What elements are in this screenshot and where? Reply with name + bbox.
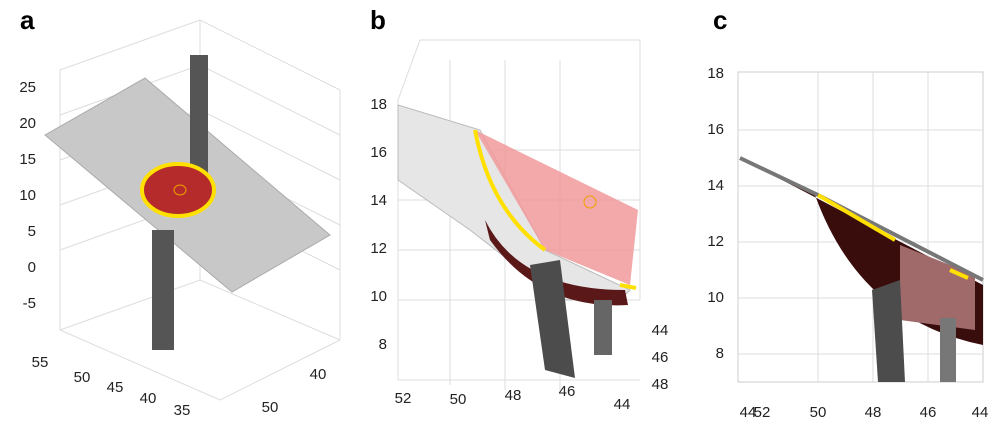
panel-label: b bbox=[370, 5, 386, 35]
panel-label: c bbox=[713, 5, 727, 35]
vertical-tick-label: 16 bbox=[707, 121, 724, 138]
panel-b-graphics bbox=[398, 40, 640, 390]
bottom-tick-label: 52 bbox=[395, 390, 412, 407]
vertical-tick-label: 8 bbox=[379, 336, 387, 353]
right-tick-label: 48 bbox=[652, 376, 669, 393]
bottom-tick-label: 52 bbox=[754, 404, 771, 421]
vertical-tick-label: 10 bbox=[19, 187, 36, 204]
vertical-tick-label: 14 bbox=[707, 177, 724, 194]
left-tick-label: 50 bbox=[74, 369, 91, 386]
left-tick-label: 55 bbox=[32, 354, 49, 371]
bottom-tick-label: 46 bbox=[920, 404, 937, 421]
vertical-tick-label: 20 bbox=[19, 115, 36, 132]
bottom-tick-label: 48 bbox=[865, 404, 882, 421]
vertical-tick-label: 16 bbox=[370, 144, 387, 161]
left-tick-label: 45 bbox=[107, 379, 124, 396]
bottom-tick-label: 44 bbox=[972, 404, 989, 421]
vertical-tick-label: 15 bbox=[19, 151, 36, 168]
vertical-tick-label: 8 bbox=[716, 345, 724, 362]
vertical-tick-label: 18 bbox=[707, 65, 724, 82]
vertical-tick-label: 10 bbox=[370, 288, 387, 305]
bottom-tick-label: 50 bbox=[450, 391, 467, 408]
vertical-tick-label: -5 bbox=[23, 295, 36, 312]
right-tick-label: 50 bbox=[262, 399, 279, 416]
vertical-tick-label: 18 bbox=[370, 96, 387, 113]
right-tick-label: 44 bbox=[652, 322, 669, 339]
bottom-tick-label: 48 bbox=[505, 387, 522, 404]
vertical-tick-label: 10 bbox=[707, 289, 724, 306]
vertical-tick-label: 0 bbox=[28, 259, 36, 276]
vertical-tick-label: 12 bbox=[370, 240, 387, 257]
panel-label: a bbox=[20, 5, 35, 35]
right-tick-label: 46 bbox=[652, 349, 669, 366]
bottom-tick-label: 44 bbox=[614, 396, 631, 413]
vertical-tick-label: 5 bbox=[28, 223, 36, 240]
vertical-tick-label: 25 bbox=[19, 79, 36, 96]
left-tick-label: 35 bbox=[174, 402, 191, 419]
panel-a-graphics bbox=[45, 20, 340, 400]
left-tick-label: 40 bbox=[140, 390, 157, 407]
vertical-tick-label: 12 bbox=[707, 233, 724, 250]
right-tick-label: 40 bbox=[310, 366, 327, 383]
vertical-tick-label: 14 bbox=[370, 192, 387, 209]
bottom-tick-label: 50 bbox=[810, 404, 827, 421]
panel-c-graphics bbox=[738, 72, 983, 382]
figure: a2520151050-555504540354050b181614121085… bbox=[0, 0, 1003, 423]
bottom-tick-label: 46 bbox=[559, 383, 576, 400]
